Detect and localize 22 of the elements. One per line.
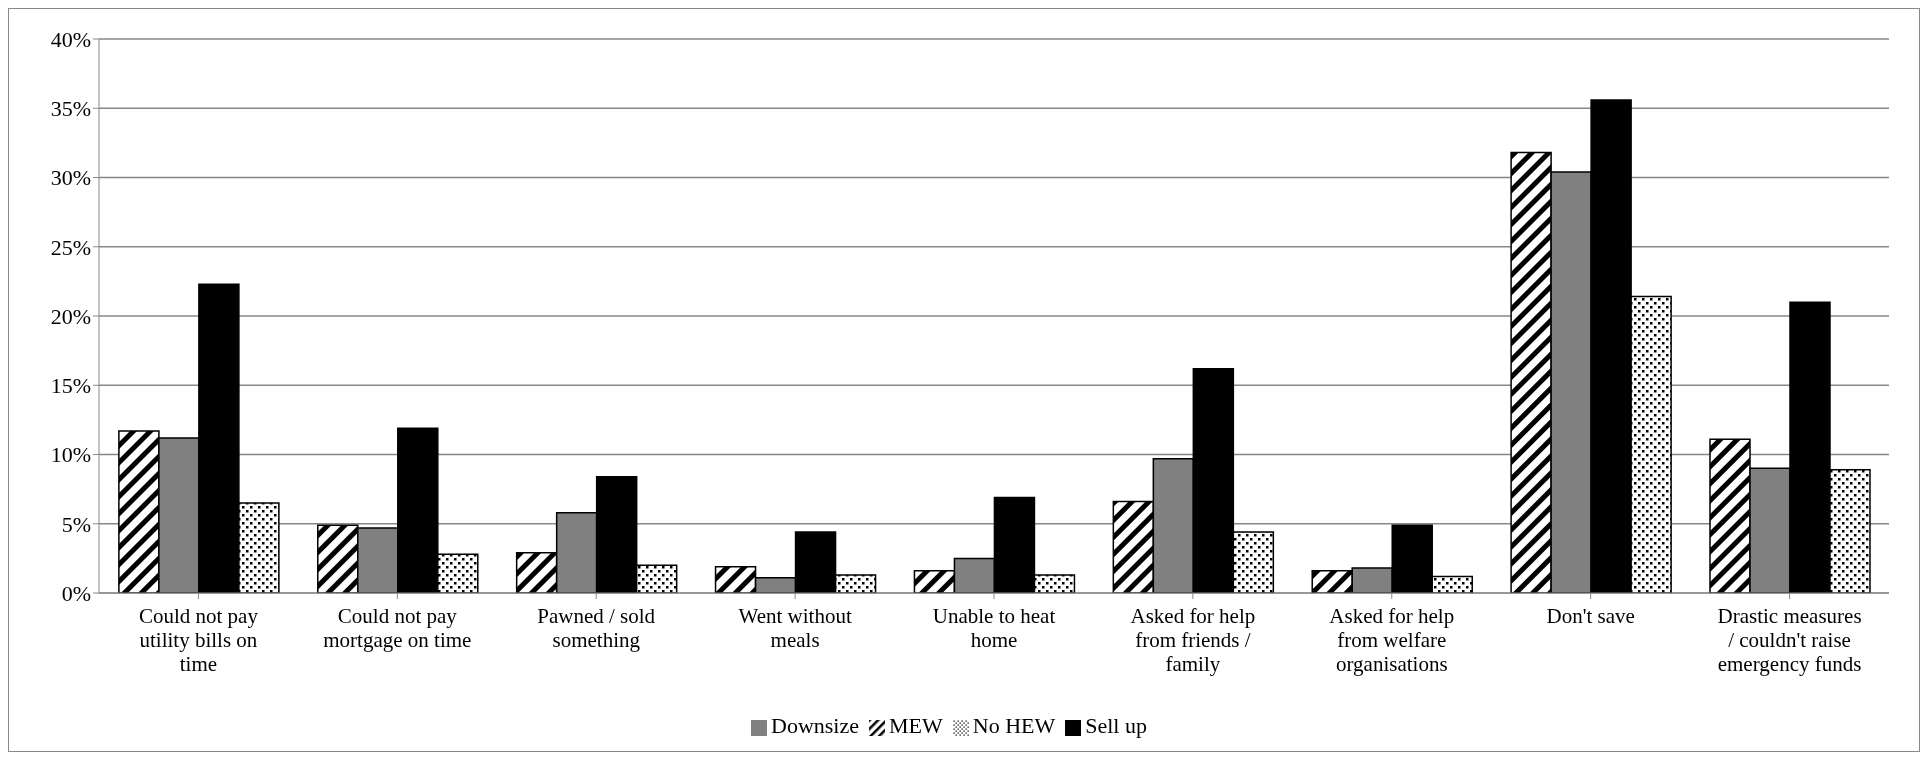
y-tick-label: 25%	[50, 234, 91, 260]
legend-label: MEW	[889, 713, 943, 738]
y-tick-label: 35%	[50, 96, 91, 122]
legend-label: Sell up	[1085, 713, 1147, 738]
y-tick-label: 30%	[50, 165, 91, 191]
legend-label: Downsize	[771, 713, 859, 738]
y-tick-label: 20%	[50, 303, 91, 329]
y-tick-label: 15%	[50, 373, 91, 399]
x-tick-label: Asked for help from friends / family	[1130, 604, 1256, 676]
x-tick-label: Don't save	[1546, 604, 1635, 628]
legend-label: No HEW	[972, 713, 1056, 738]
y-tick-label: 5%	[61, 511, 91, 537]
x-tick-label: Pawned / sold something	[537, 604, 656, 652]
x-tick-label: Could not pay utility bills on time	[138, 604, 259, 676]
x-tick-label: Went without meals	[738, 604, 852, 652]
x-tick-label: Drastic measures / couldn't raise emergency funds	[1717, 604, 1862, 676]
y-tick-label: 0%	[61, 580, 91, 606]
x-tick-label: Unable to heat home	[932, 604, 1056, 652]
x-tick-label: Could not pay mortgage on time	[323, 604, 472, 652]
y-tick-label: 10%	[50, 442, 91, 468]
y-tick-label: 40%	[50, 26, 91, 52]
x-tick-label: Asked for help from welfare organisations	[1329, 604, 1455, 676]
